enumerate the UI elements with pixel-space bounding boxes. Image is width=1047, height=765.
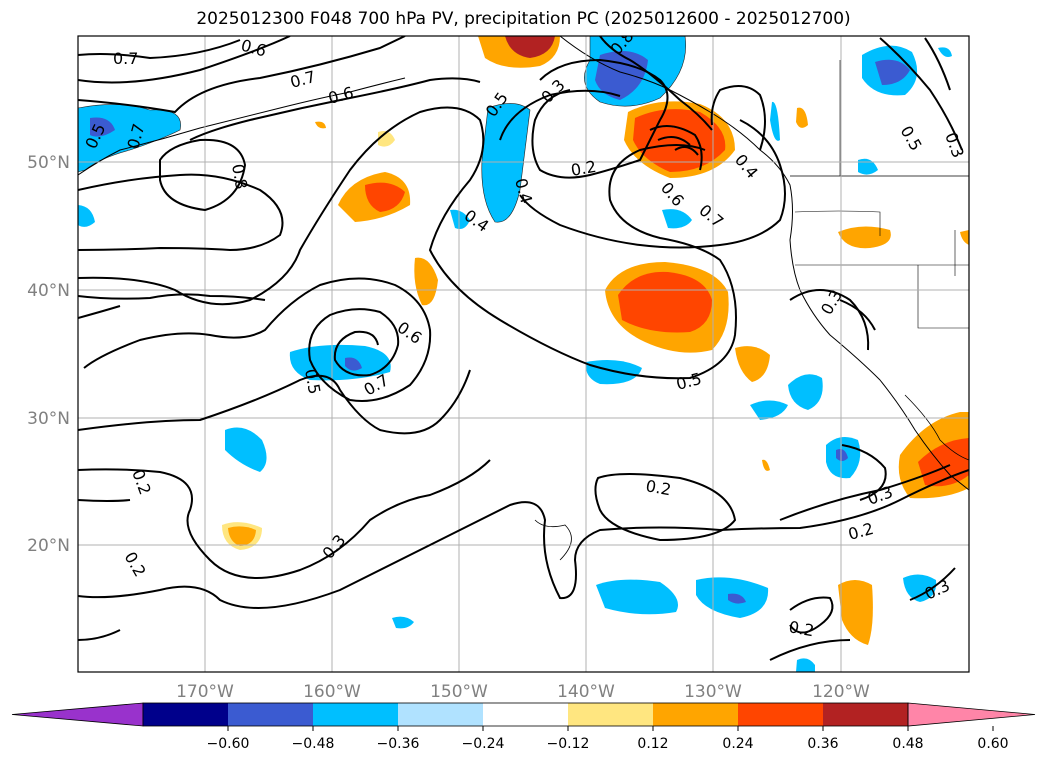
precip-patch-positive bbox=[315, 121, 326, 129]
precip-patch-negative bbox=[392, 616, 414, 629]
lon-label: 140°W bbox=[557, 682, 615, 702]
precip-patch-positive bbox=[365, 182, 405, 212]
colorbar-segment bbox=[313, 703, 398, 726]
lat-label: 50°N bbox=[27, 153, 70, 173]
lat-label: 20°N bbox=[27, 536, 70, 556]
precip-patch-positive bbox=[414, 257, 438, 306]
colorbar-tick-label: −0.24 bbox=[462, 736, 505, 752]
precip-patch-negative bbox=[938, 47, 952, 57]
precip-patch-negative bbox=[78, 205, 95, 227]
precip-patch-positive bbox=[228, 526, 256, 546]
colorbar-tick-label: −0.12 bbox=[547, 736, 590, 752]
page-title: 2025012300 F048 700 hPa PV, precipitatio… bbox=[196, 9, 851, 29]
precip-patch-negative bbox=[450, 209, 470, 229]
precip-patch-negative bbox=[836, 449, 848, 461]
lon-label: 160°W bbox=[303, 682, 361, 702]
colorbar-extend-max bbox=[907, 702, 1036, 727]
precip-patch-negative bbox=[903, 574, 937, 602]
lat-label: 30°N bbox=[27, 409, 70, 429]
colorbar-tick-label: 0.48 bbox=[892, 736, 923, 752]
contour-label: 0.2 bbox=[787, 617, 815, 640]
colorbar-frame bbox=[142, 702, 909, 727]
precip-patch-positive bbox=[735, 346, 770, 382]
precip-patch-negative bbox=[225, 427, 267, 472]
contour-label: 0.7 bbox=[113, 49, 138, 68]
precip-patch-positive bbox=[960, 230, 969, 245]
lat-label: 40°N bbox=[27, 281, 70, 301]
map-area: 0.7 0.6 0.7 0.6 0.8 0.5 0.7 0.5 0.3 0.8 … bbox=[77, 35, 970, 673]
precip-patch-positive bbox=[762, 459, 770, 471]
precip-fill-layer bbox=[78, 36, 969, 672]
lon-label: 150°W bbox=[430, 682, 488, 702]
precip-patch-negative bbox=[345, 357, 362, 371]
precip-patch-negative bbox=[90, 117, 115, 137]
colorbar-segment bbox=[568, 703, 653, 726]
precip-patch-positive bbox=[505, 36, 555, 58]
colorbar-segment bbox=[653, 703, 738, 726]
precip-patch-positive bbox=[796, 107, 808, 128]
colorbar-tick-label: 0.24 bbox=[722, 736, 753, 752]
colorbar-tick-label: −0.48 bbox=[292, 736, 335, 752]
colorbar-segment bbox=[143, 703, 228, 726]
precip-patch-negative bbox=[875, 59, 910, 85]
contour-label: 0.8 bbox=[228, 162, 251, 190]
precip-patch-positive bbox=[838, 580, 873, 645]
latitude-labels: 50°N 40°N 30°N 20°N bbox=[27, 153, 70, 556]
colorbar-tick-label: −0.36 bbox=[377, 736, 420, 752]
map-frame bbox=[77, 35, 970, 673]
colorbar-tick-label: −0.60 bbox=[207, 736, 250, 752]
colorbar-segment bbox=[483, 703, 568, 726]
precip-patch-negative bbox=[481, 103, 531, 223]
precip-patch-negative bbox=[662, 209, 692, 229]
precip-patch-negative bbox=[728, 593, 746, 604]
colorbar: −0.60 −0.48 −0.36 −0.24 −0.12 0.12 0.24 0.36 0.4… bbox=[11, 702, 1036, 752]
colorbar-segment bbox=[398, 703, 483, 726]
colorbar-tick-label: 0.36 bbox=[807, 736, 838, 752]
precip-patch-positive bbox=[838, 226, 891, 249]
precip-patch-negative bbox=[750, 400, 788, 420]
lon-label: 170°W bbox=[176, 682, 234, 702]
precip-patch-negative bbox=[596, 579, 678, 615]
colorbar-tick-label: 0.60 bbox=[977, 736, 1008, 752]
lon-label: 120°W bbox=[812, 682, 870, 702]
coastlines bbox=[78, 36, 969, 561]
colorbar-tick-label: 0.12 bbox=[637, 736, 668, 752]
contour-label: 0.2 bbox=[569, 157, 597, 180]
colorbar-segment bbox=[228, 703, 313, 726]
colorbar-segment bbox=[738, 703, 823, 726]
contour-label: 0.5 bbox=[301, 367, 324, 395]
colorbar-extend-min bbox=[11, 702, 144, 727]
precip-patch-positive bbox=[618, 271, 712, 333]
precip-patch-negative bbox=[796, 658, 815, 672]
longitude-labels: 170°W 160°W 150°W 140°W 130°W 120°W bbox=[176, 682, 870, 702]
colorbar-segment bbox=[823, 703, 908, 726]
precip-patch-negative bbox=[858, 158, 878, 175]
pv-contours bbox=[78, 36, 969, 661]
precip-patch-negative bbox=[770, 101, 780, 141]
contour-label: 0.2 bbox=[644, 476, 672, 499]
lon-label: 130°W bbox=[684, 682, 742, 702]
precip-patch-negative bbox=[788, 374, 823, 410]
